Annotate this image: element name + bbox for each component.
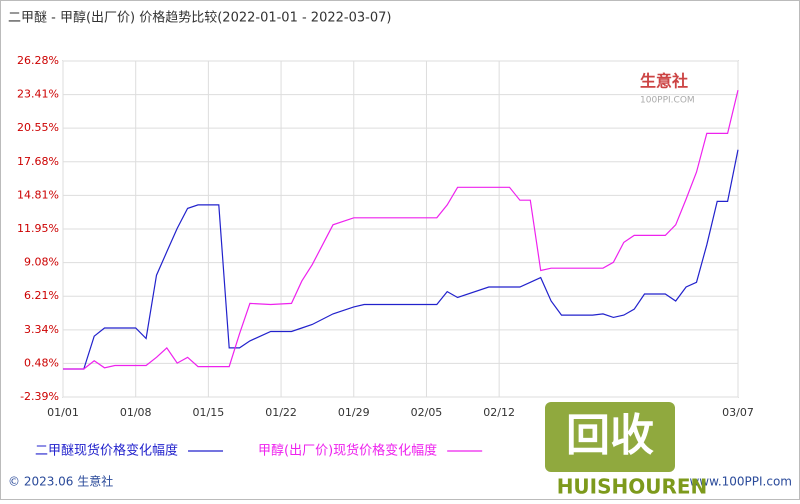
watermark: 回收 xyxy=(566,410,654,461)
chart-title: 二甲醚 - 甲醇(出厂价) 价格趋势比较(2022-01-01 - 2022-0… xyxy=(8,10,391,26)
series-line xyxy=(63,89,739,370)
x-tick-label: 01/29 xyxy=(338,406,370,419)
x-tick-label: 02/12 xyxy=(483,406,515,419)
legend-label: 甲醇(出厂价)现货价格变化幅度 xyxy=(258,443,437,459)
y-tick-label: 11.95% xyxy=(17,222,59,235)
y-tick-label: 3.34% xyxy=(24,323,59,336)
watermark-sub: HUISHOUREN xyxy=(557,475,708,499)
x-tick-label: 03/07 xyxy=(722,406,754,419)
footer-url: www.100PPI.com xyxy=(689,475,792,489)
x-tick-label: 01/01 xyxy=(47,406,79,419)
y-tick-label: 17.68% xyxy=(17,155,59,168)
x-tick-label: 01/08 xyxy=(120,406,152,419)
y-tick-label: 14.81% xyxy=(17,188,59,201)
logo: 生意社 xyxy=(640,72,688,91)
x-tick-label: 02/05 xyxy=(411,406,443,419)
footer: © 2023.06 生意社 xyxy=(8,474,113,489)
watermark-box xyxy=(545,402,675,472)
x-tick-label: 01/15 xyxy=(193,406,225,419)
y-tick-label: -2.39% xyxy=(20,390,59,403)
legend-label: 二甲醚现货价格变化幅度 xyxy=(35,443,178,459)
y-tick-label: 26.28% xyxy=(17,54,59,67)
y-tick-label: 0.48% xyxy=(24,356,59,369)
y-tick-label: 20.55% xyxy=(17,121,59,134)
logo-url: 100PPI.COM xyxy=(640,96,695,106)
x-tick-label: 01/22 xyxy=(265,406,297,419)
series-line xyxy=(63,149,739,370)
y-tick-label: 9.08% xyxy=(24,256,59,269)
y-tick-label: 23.41% xyxy=(17,88,59,101)
y-tick-label: 6.21% xyxy=(24,289,59,302)
